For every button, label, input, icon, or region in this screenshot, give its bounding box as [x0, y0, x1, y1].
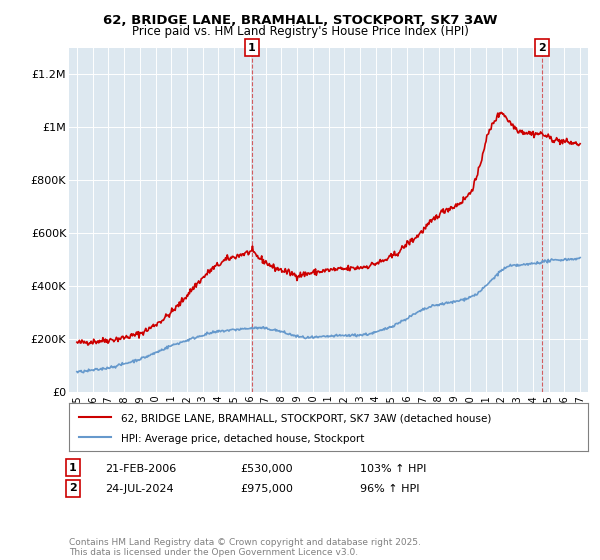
Text: 2: 2	[69, 483, 77, 493]
Text: 62, BRIDGE LANE, BRAMHALL, STOCKPORT, SK7 3AW (detached house): 62, BRIDGE LANE, BRAMHALL, STOCKPORT, SK…	[121, 413, 491, 423]
Text: £975,000: £975,000	[240, 484, 293, 494]
Text: 103% ↑ HPI: 103% ↑ HPI	[360, 464, 427, 474]
Text: Contains HM Land Registry data © Crown copyright and database right 2025.
This d: Contains HM Land Registry data © Crown c…	[69, 538, 421, 557]
Text: 21-FEB-2006: 21-FEB-2006	[105, 464, 176, 474]
Text: 1: 1	[69, 463, 77, 473]
Text: Price paid vs. HM Land Registry's House Price Index (HPI): Price paid vs. HM Land Registry's House …	[131, 25, 469, 38]
Text: 62, BRIDGE LANE, BRAMHALL, STOCKPORT, SK7 3AW: 62, BRIDGE LANE, BRAMHALL, STOCKPORT, SK…	[103, 14, 497, 27]
Text: 24-JUL-2024: 24-JUL-2024	[105, 484, 173, 494]
Text: HPI: Average price, detached house, Stockport: HPI: Average price, detached house, Stoc…	[121, 435, 364, 445]
Text: 96% ↑ HPI: 96% ↑ HPI	[360, 484, 419, 494]
Text: 1: 1	[248, 43, 256, 53]
Text: 2: 2	[538, 43, 545, 53]
Text: £530,000: £530,000	[240, 464, 293, 474]
